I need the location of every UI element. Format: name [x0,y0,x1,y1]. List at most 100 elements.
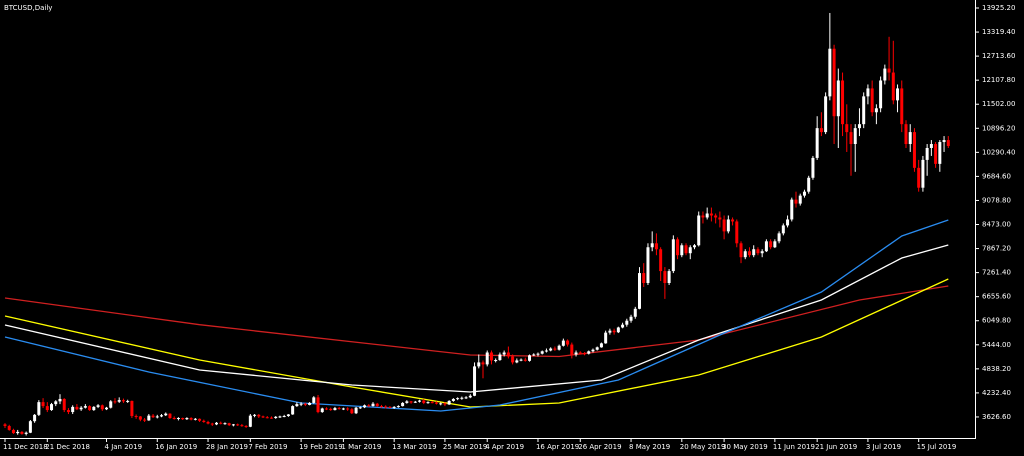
candle-body [66,410,70,413]
candle-body [489,352,493,361]
candle-body [109,401,113,408]
candle-body [709,213,713,216]
candle-body [451,398,455,401]
candle-body [409,401,413,403]
candle-body [769,241,773,248]
candle-body [71,406,75,413]
candle-body [430,402,434,404]
y-tick-label: 7261.40 [982,269,1011,277]
candle-body [83,406,87,408]
candle-body [413,401,417,403]
candle-body [904,124,908,145]
moving-average [4,278,949,408]
candle-body [515,360,519,363]
candle-body [308,402,312,405]
candle-body [138,416,142,420]
candle-body [625,320,629,325]
candle-body [371,403,375,407]
candle-body [764,241,768,252]
candle-body [206,421,210,424]
y-tick-label: 13319.40 [982,28,1015,36]
candle-body [663,271,667,284]
candle-body [485,352,489,365]
candle-body [688,247,692,254]
y-tick-label: 10290.40 [982,148,1015,156]
candle-body [807,177,811,192]
candle-body [396,406,400,408]
candle-body [574,352,578,355]
x-tick-label: 25 Mar 2019 [443,443,487,451]
candle-body [836,80,840,117]
candle-body [815,128,819,158]
candle-body [506,352,510,357]
candle-body [198,418,202,421]
candle-body [790,199,794,220]
candle-body [341,408,345,410]
x-tick-label: 21 Dec 2018 [45,443,90,451]
candle-body [418,400,422,402]
candle-body [912,132,916,168]
candle-body [286,414,290,417]
candle-body [819,128,823,133]
candle-body [671,239,675,272]
candle-body [667,271,671,284]
candle-body [523,359,527,361]
candle-body [261,416,265,418]
candle-body [917,167,921,188]
candle-body [447,400,451,405]
y-tick-label: 6655.60 [982,293,1011,301]
y-tick-label: 4232.40 [982,389,1011,397]
candle-body [299,403,303,405]
candle-body [193,418,197,420]
candle-body [938,142,942,164]
candle-body [557,345,561,350]
candle-body [379,406,383,408]
candle-body [561,340,565,346]
candle-body [566,340,570,345]
candle-body [887,68,891,73]
candle-body [265,417,269,419]
candle-body [28,421,32,433]
x-tick-label: 11 Dec 2018 [3,443,48,451]
candle-body [282,416,286,418]
moving-average [4,219,949,412]
candle-body [845,124,849,133]
x-tick-label: 7 Feb 2019 [248,443,287,451]
candle-body [303,403,307,405]
candle-body [659,249,663,272]
candle-body [934,144,938,164]
candle-body [828,48,832,97]
candle-body [583,353,587,355]
candle-body [350,409,354,414]
y-tick-label: 4838.20 [982,365,1011,373]
candle-body [540,351,544,354]
candle-body [654,243,658,250]
candle-body [333,408,337,411]
candle-body [921,159,925,188]
candle-body [760,251,764,254]
candle-body [401,402,405,407]
candle-body [794,199,798,204]
x-tick-label: 26 Apr 2019 [578,443,621,451]
candle-body [714,215,718,218]
candle-body [777,233,781,242]
candle-body [692,245,696,248]
candle-body [756,249,760,254]
candle-body [392,406,396,408]
candle-body [33,414,37,422]
moving-average [4,285,949,358]
candle-body [896,88,900,101]
candle-body [274,416,278,419]
x-tick-label: 13 Mar 2019 [392,443,436,451]
candle-body [604,332,608,344]
candle-body [536,353,540,355]
candle-body [291,406,295,415]
candle-body [718,217,722,220]
x-tick-label: 3 Jul 2019 [866,443,901,451]
candle-body [456,398,460,400]
candle-body [908,132,912,145]
candle-body [227,423,231,426]
candle-body [126,400,130,402]
candle-body [528,355,532,361]
